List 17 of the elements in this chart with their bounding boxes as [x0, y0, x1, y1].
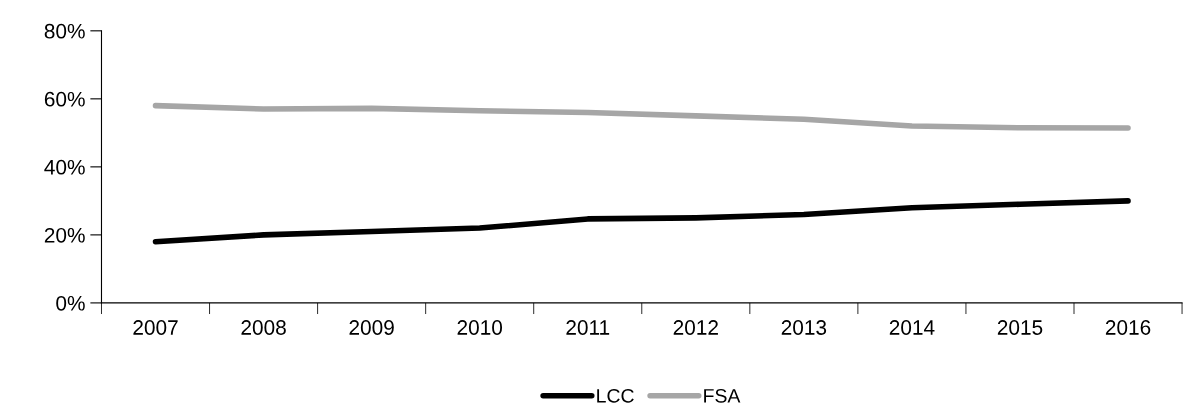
y-tick-label: 40% — [44, 159, 85, 175]
y-tick-label: 0% — [56, 295, 85, 311]
x-tick-label: 2015 — [997, 320, 1043, 335]
y-tick-label: 60% — [44, 91, 85, 107]
y-tick-label: 80% — [44, 23, 85, 39]
y-tick-label: 20% — [44, 227, 85, 243]
x-tick-label: 2010 — [457, 320, 503, 335]
x-tick-label: 2011 — [566, 320, 610, 335]
x-tick-label: 2008 — [241, 320, 286, 335]
x-tick-label: 2007 — [133, 320, 178, 335]
x-tick-label: 2012 — [673, 320, 718, 335]
x-tick-label: 2013 — [781, 320, 827, 335]
x-tick-label: 2016 — [1105, 320, 1151, 335]
x-tick-label: 2009 — [349, 320, 394, 335]
legend-label: FSA — [704, 388, 741, 403]
legend-label: LCC — [597, 388, 634, 403]
x-tick-label: 2014 — [889, 320, 935, 335]
